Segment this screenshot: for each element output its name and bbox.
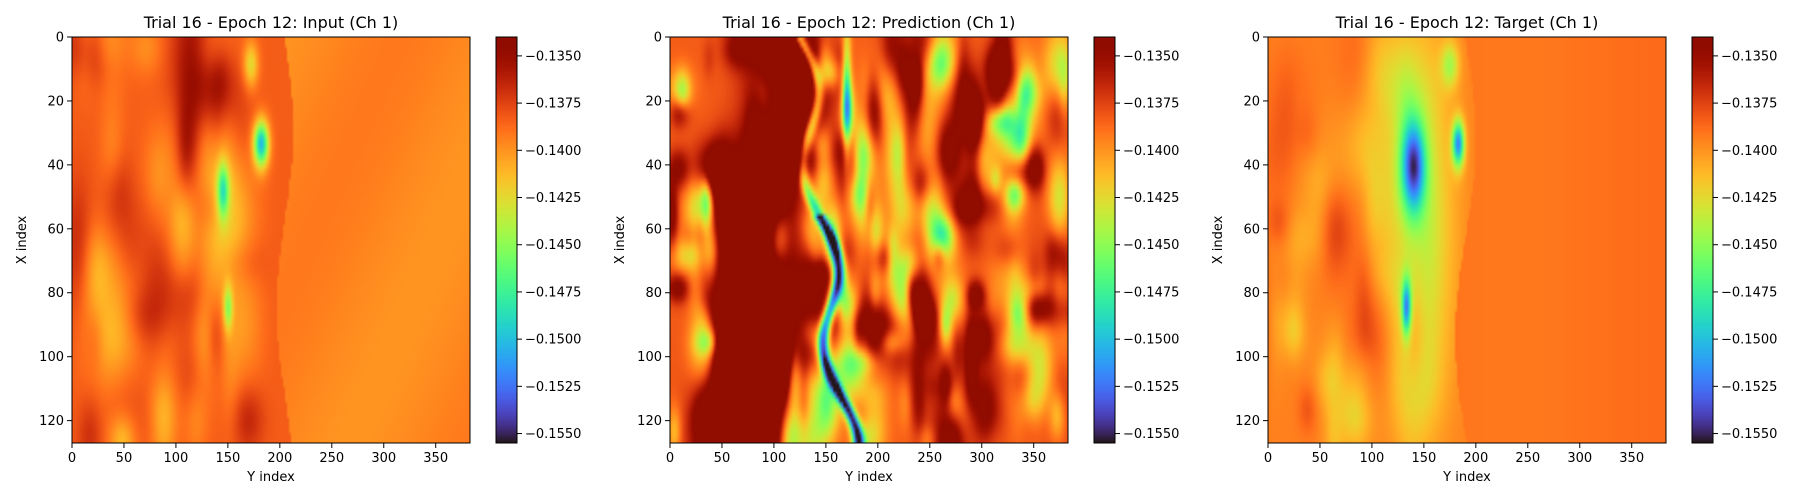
colorbar-tick-label: −0.1525: [525, 380, 581, 395]
colorbar-tick-label: −0.1525: [1721, 380, 1777, 395]
x-tick-label: 200: [865, 451, 890, 466]
x-tick-label: 300: [371, 451, 396, 466]
colorbar-tick-label: −0.1550: [525, 427, 581, 442]
x-axis-label: Y index: [844, 470, 893, 485]
y-tick-label: 60: [645, 222, 662, 237]
x-tick-label: 100: [164, 451, 189, 466]
x-axis-label: Y index: [246, 470, 295, 485]
y-tick-label: 100: [1235, 350, 1260, 365]
colorbar-tick-label: −0.1500: [1721, 333, 1777, 348]
colorbar-tick-label: −0.1500: [1123, 333, 1179, 348]
colorbar-tick-label: −0.1375: [1721, 97, 1777, 112]
colorbar-tick-label: −0.1375: [525, 97, 581, 112]
colorbar-frame: [1093, 36, 1116, 444]
x-tick-label: 100: [1360, 451, 1385, 466]
x-tick-label: 50: [116, 451, 133, 466]
colorbar-tick-label: −0.1500: [525, 333, 581, 348]
x-axis-label: Y index: [1442, 470, 1491, 485]
subplot-input: Trial 16 - Epoch 12: Input (Ch 1) 0 50 100 1…: [15, 13, 581, 485]
colorbar-frame: [1691, 36, 1714, 444]
colorbar-tick-label: −0.1550: [1721, 427, 1777, 442]
colorbar-tick-label: −0.1450: [1721, 238, 1777, 253]
x-tick-label: 300: [1567, 451, 1592, 466]
x-tick-label: 0: [666, 451, 674, 466]
y-tick-label: 100: [39, 350, 64, 365]
y-tick-label: 0: [654, 31, 662, 46]
colorbar-tick-label: −0.1450: [525, 238, 581, 253]
x-tick-label: 300: [969, 451, 994, 466]
colorbar-tick-label: −0.1475: [525, 285, 581, 300]
colorbar-tick-label: −0.1550: [1123, 427, 1179, 442]
subplot-target: Trial 16 - Epoch 12: Target (Ch 1) 0 50 100…: [1211, 13, 1777, 485]
x-tick-label: 250: [1515, 451, 1540, 466]
axes-frame: [1267, 36, 1667, 444]
colorbar-tick-label: −0.1350: [1721, 49, 1777, 64]
x-tick-label: 0: [68, 451, 76, 466]
colorbar-tick-label: −0.1400: [525, 144, 581, 159]
colorbar: [496, 37, 517, 443]
x-tick-label: 50: [1312, 451, 1329, 466]
colorbar-tick-label: −0.1475: [1721, 285, 1777, 300]
y-tick-label: 40: [1243, 158, 1260, 173]
y-axis-label: X index: [613, 215, 628, 264]
x-tick-label: 350: [1619, 451, 1644, 466]
y-tick-label: 120: [39, 414, 64, 429]
x-tick-label: 50: [714, 451, 731, 466]
chart-title: Trial 16 - Epoch 12: Input (Ch 1): [143, 13, 399, 32]
x-tick-label: 350: [1021, 451, 1046, 466]
x-tick-label: 150: [215, 451, 240, 466]
heatmap-target: [1268, 37, 1666, 443]
colorbar-tick-label: −0.1425: [1721, 191, 1777, 206]
y-tick-label: 120: [1235, 414, 1260, 429]
colorbar-tick-label: −0.1400: [1721, 144, 1777, 159]
colorbar: [1692, 37, 1713, 443]
y-tick-label: 60: [1243, 222, 1260, 237]
colorbar: [1094, 37, 1115, 443]
x-tick-label: 250: [319, 451, 344, 466]
colorbar-tick-label: −0.1400: [1123, 144, 1179, 159]
y-tick-label: 100: [637, 350, 662, 365]
colorbar-tick-label: −0.1425: [1123, 191, 1179, 206]
axes-frame: [71, 36, 471, 444]
y-tick-label: 60: [47, 222, 64, 237]
y-tick-label: 120: [637, 414, 662, 429]
x-tick-label: 200: [1463, 451, 1488, 466]
colorbar-tick-label: −0.1475: [1123, 285, 1179, 300]
chart-title: Trial 16 - Epoch 12: Target (Ch 1): [1335, 13, 1599, 32]
x-tick-label: 150: [1411, 451, 1436, 466]
y-tick-label: 40: [47, 158, 64, 173]
x-tick-label: 200: [267, 451, 292, 466]
x-tick-label: 150: [813, 451, 838, 466]
y-tick-label: 80: [645, 286, 662, 301]
y-axis-label: X index: [1211, 215, 1226, 264]
y-tick-label: 0: [56, 31, 64, 46]
y-tick-label: 40: [645, 158, 662, 173]
y-tick-label: 80: [47, 286, 64, 301]
colorbar-tick-label: −0.1350: [1123, 49, 1179, 64]
colorbar-tick-label: −0.1425: [525, 191, 581, 206]
colorbar-tick-label: −0.1350: [525, 49, 581, 64]
subplot-prediction: Trial 16 - Epoch 12: Prediction (Ch 1) 0 5…: [613, 13, 1179, 485]
x-tick-label: 0: [1264, 451, 1272, 466]
y-tick-label: 0: [1252, 31, 1260, 46]
colorbar-tick-label: −0.1450: [1123, 238, 1179, 253]
colorbar-tick-label: −0.1375: [1123, 97, 1179, 112]
axes-frame: [669, 36, 1069, 444]
heatmap-prediction: [670, 37, 1068, 443]
colorbar-frame: [495, 36, 518, 444]
y-tick-label: 20: [645, 94, 662, 109]
colorbar-tick-label: −0.1525: [1123, 380, 1179, 395]
y-tick-label: 20: [1243, 94, 1260, 109]
x-tick-label: 100: [762, 451, 787, 466]
heatmap-input: [72, 37, 470, 443]
y-axis-label: X index: [15, 215, 30, 264]
y-tick-label: 80: [1243, 286, 1260, 301]
y-tick-label: 20: [47, 94, 64, 109]
x-tick-label: 250: [917, 451, 942, 466]
chart-title: Trial 16 - Epoch 12: Prediction (Ch 1): [722, 13, 1016, 32]
x-tick-label: 350: [423, 451, 448, 466]
